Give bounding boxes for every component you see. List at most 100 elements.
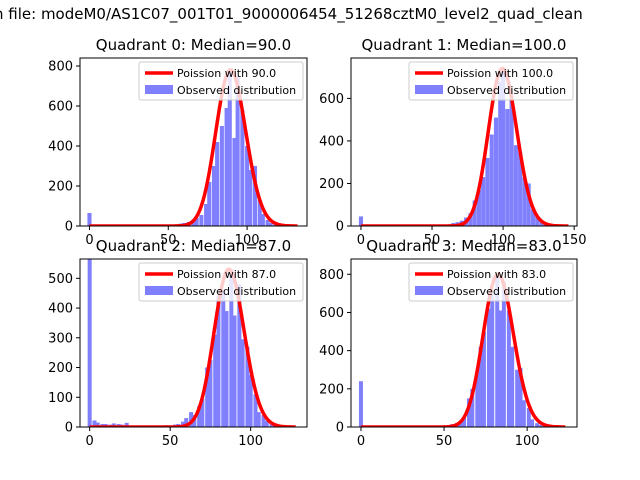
histogram-bar [207,182,212,226]
y-tick-label: 400 [48,140,73,155]
histogram-bar [522,177,527,226]
legend: Poission with 90.0 Observed distribution [138,61,304,101]
histogram-bar [184,418,189,427]
histogram-bar [481,331,486,427]
histogram-bar [245,146,250,226]
histogram-bar [200,398,205,427]
histogram-bar [493,117,499,226]
histogram-bar [237,284,242,427]
y-tick-label: 400 [319,134,344,149]
histogram-bar [215,142,220,226]
histogram-bar [261,415,266,427]
histogram-bar [490,293,495,427]
y-tick-label: 0 [65,220,73,235]
histogram-bar [358,381,363,427]
histogram-bar [87,259,92,427]
histogram-bar [227,70,232,226]
legend-bar-swatch [145,85,173,94]
histogram-bar [521,400,526,427]
histogram-bar [264,421,269,427]
histogram-bar [245,346,250,427]
histogram-bar [240,110,245,226]
legend-box [408,262,574,302]
legend-box [138,61,304,101]
histogram-bar [510,346,515,427]
poisson-curve [89,267,296,427]
legend-entry: Observed distribution [177,285,296,298]
plot-area [87,259,296,427]
subplot-title: Quadrant 1: Median=100.0 [362,36,567,54]
histogram-bar [538,425,543,427]
histogram-bar [204,204,209,226]
y-tick-label: 800 [48,60,73,75]
histogram-bar [513,145,518,226]
legend-bar-swatch [415,85,443,94]
histogram-bar [535,423,540,427]
x-tick-label: 50 [160,233,177,248]
subplot-grid: 0 50 100 0 200 400 600 800 Quadrant 0: Median=90… [48,36,586,449]
histogram-bar [87,213,92,226]
histogram-bar [252,166,258,226]
histogram-bar [197,406,202,427]
histogram-bar [124,422,129,427]
y-tick-label: 600 [48,100,73,115]
histogram-bar [501,281,506,427]
histogram-bar [268,223,273,226]
histogram-bar [111,423,116,427]
y-tick-label: 0 [65,421,73,436]
histogram-bar [248,374,253,427]
histogram-bar [535,216,540,226]
histogram-bar [358,216,364,226]
histogram-bar [219,126,224,226]
histogram-bar [269,424,274,427]
histogram-bar [229,269,234,427]
histogram-bar [265,220,270,226]
x-tick-label: 100 [235,233,260,248]
histogram-bar [260,214,265,226]
x-tick-label: 0 [86,434,94,449]
x-tick-label: 50 [436,434,453,449]
legend-box [408,61,574,101]
histogram-bar [213,334,218,427]
histogram-bar [498,81,503,226]
histogram-bar [194,218,199,226]
histogram-bar [485,157,490,226]
histogram-bar [189,412,194,427]
x-tick-label: 100 [491,233,516,248]
histogram-bar [506,310,511,427]
figure-suptitle: n file: modeM0/AS1C07_001T01_9000006454_… [0,5,583,24]
y-tick-label: 0 [336,421,344,436]
histogram-bar [509,98,514,226]
y-tick-label: 500 [48,272,73,287]
legend: Poission with 83.0 Observed distribution [408,262,574,302]
x-tick-label: 50 [162,434,179,449]
histogram-bar [211,166,217,226]
histogram-bar [476,189,481,226]
histogram-bar [181,421,186,427]
histogram-bar [199,215,204,226]
histogram-bar [468,213,473,226]
histogram-bar [481,177,486,226]
histogram-bar [462,417,466,427]
histogram-bar [466,398,471,427]
y-tick-label: 400 [319,344,344,359]
legend-entry: Observed distribution [447,84,566,97]
histogram-bar [486,308,491,427]
histogram-bar [92,420,97,427]
subplot-title: Quadrant 2: Median=87.0 [96,237,291,255]
histogram-bar [240,339,245,427]
y-tick-label: 200 [319,177,344,192]
histogram-bar [505,109,510,226]
histogram-bar [539,220,544,226]
histogram-bar [257,200,262,226]
histogram-bar [530,419,535,427]
histogram-bar [232,315,237,427]
histogram-bar [478,346,483,427]
histogram-bar [458,421,463,427]
poisson-curve [360,66,569,226]
histogram-bar [475,373,480,427]
histogram-bar [526,407,531,427]
y-tick-label: 100 [48,391,73,406]
y-tick-label: 300 [48,331,73,346]
legend-entry: Poission with 83.0 [447,268,546,281]
